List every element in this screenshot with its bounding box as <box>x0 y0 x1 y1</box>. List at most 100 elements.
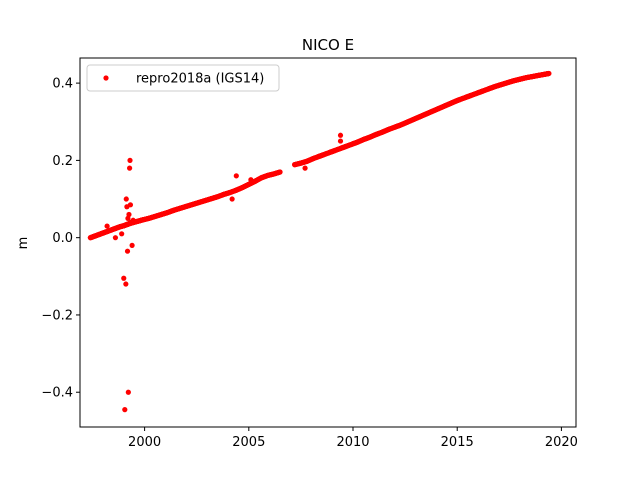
data-point <box>129 242 135 248</box>
data-point <box>542 71 548 77</box>
plot-frame <box>79 57 577 428</box>
data-point <box>317 153 323 159</box>
data-point <box>517 76 523 82</box>
data-point <box>379 129 385 135</box>
data-point <box>164 209 171 216</box>
data-point <box>398 122 404 128</box>
data-point <box>498 82 504 88</box>
data-point <box>310 155 317 162</box>
data-point <box>221 191 227 197</box>
data-point <box>126 211 132 218</box>
x-axis: 2000 2005 2010 2015 2020 <box>128 427 578 450</box>
data-point <box>417 114 423 120</box>
data-point <box>183 203 189 209</box>
x-tick-label: 2010 <box>336 435 369 450</box>
data-point <box>292 162 298 168</box>
data-point <box>264 172 271 179</box>
data-point <box>112 225 119 231</box>
data-point <box>337 138 344 144</box>
data-point <box>100 230 106 236</box>
data-point <box>229 196 235 202</box>
data-point <box>479 88 485 94</box>
y-tick-label: 0.0 <box>52 231 73 246</box>
data-point <box>423 111 429 117</box>
data-point <box>404 119 410 125</box>
data-points <box>87 70 552 413</box>
y-tick-label: 0.2 <box>52 154 73 169</box>
data-point <box>171 207 177 213</box>
data-point <box>385 126 392 133</box>
data-point <box>214 194 221 200</box>
legend-box <box>86 64 280 92</box>
data-point <box>130 217 136 223</box>
chart-title: NICO E <box>302 36 354 54</box>
data-point <box>429 108 435 114</box>
data-point <box>392 124 398 130</box>
data-point <box>529 73 535 80</box>
data-point <box>342 144 348 150</box>
data-point <box>123 196 129 202</box>
data-point <box>277 169 283 175</box>
data-point <box>196 199 202 206</box>
data-point <box>233 173 239 179</box>
data-point <box>127 165 133 171</box>
data-point <box>121 275 127 281</box>
data-point <box>108 227 114 233</box>
data-point <box>227 189 233 196</box>
data-point <box>152 213 158 220</box>
legend-label: repro2018a (IGS14) <box>136 72 264 87</box>
data-point <box>329 148 335 155</box>
data-point <box>335 146 342 152</box>
data-point <box>546 70 552 77</box>
data-point <box>125 389 131 395</box>
data-point <box>535 72 542 78</box>
data-point <box>208 196 214 202</box>
data-point <box>460 95 467 101</box>
legend: repro2018a (IGS14) <box>86 64 280 92</box>
data-point <box>104 223 110 229</box>
y-axis-label: m <box>16 237 31 250</box>
data-point <box>367 134 373 140</box>
data-point <box>202 197 208 204</box>
data-point <box>96 231 102 238</box>
data-point <box>302 165 308 171</box>
data-point <box>492 83 498 90</box>
data-point <box>467 93 473 99</box>
data-point <box>323 151 329 157</box>
data-point <box>354 139 360 145</box>
y-tick-label: 0.4 <box>52 77 73 92</box>
x-tick-label: 2015 <box>441 435 474 450</box>
data-point <box>116 224 123 230</box>
data-point <box>510 78 517 84</box>
data-point <box>373 131 379 138</box>
data-point <box>448 100 454 106</box>
data-point <box>233 187 239 193</box>
data-point <box>122 407 128 413</box>
x-tick-label: 2005 <box>232 435 265 450</box>
data-point <box>87 235 94 241</box>
data-point <box>410 116 417 123</box>
data-point <box>252 178 258 184</box>
data-point <box>246 181 252 187</box>
data-point <box>298 160 304 166</box>
data-point <box>123 281 129 287</box>
data-point <box>112 235 119 241</box>
data-point <box>442 103 448 109</box>
data-point <box>139 217 146 223</box>
data-point <box>523 75 529 81</box>
data-point <box>127 202 134 208</box>
y-tick-label: −0.2 <box>41 308 73 323</box>
data-point <box>337 132 344 138</box>
data-point <box>189 201 196 208</box>
data-point <box>348 141 354 148</box>
data-point <box>485 86 492 92</box>
y-tick-label: −0.4 <box>41 386 73 401</box>
data-point <box>258 175 264 181</box>
y-axis: −0.4 −0.2 0.0 0.2 0.4 <box>41 77 80 401</box>
data-point <box>504 80 510 86</box>
data-point <box>146 215 152 221</box>
data-point <box>119 231 125 237</box>
data-point <box>304 158 310 164</box>
data-point <box>104 228 110 235</box>
